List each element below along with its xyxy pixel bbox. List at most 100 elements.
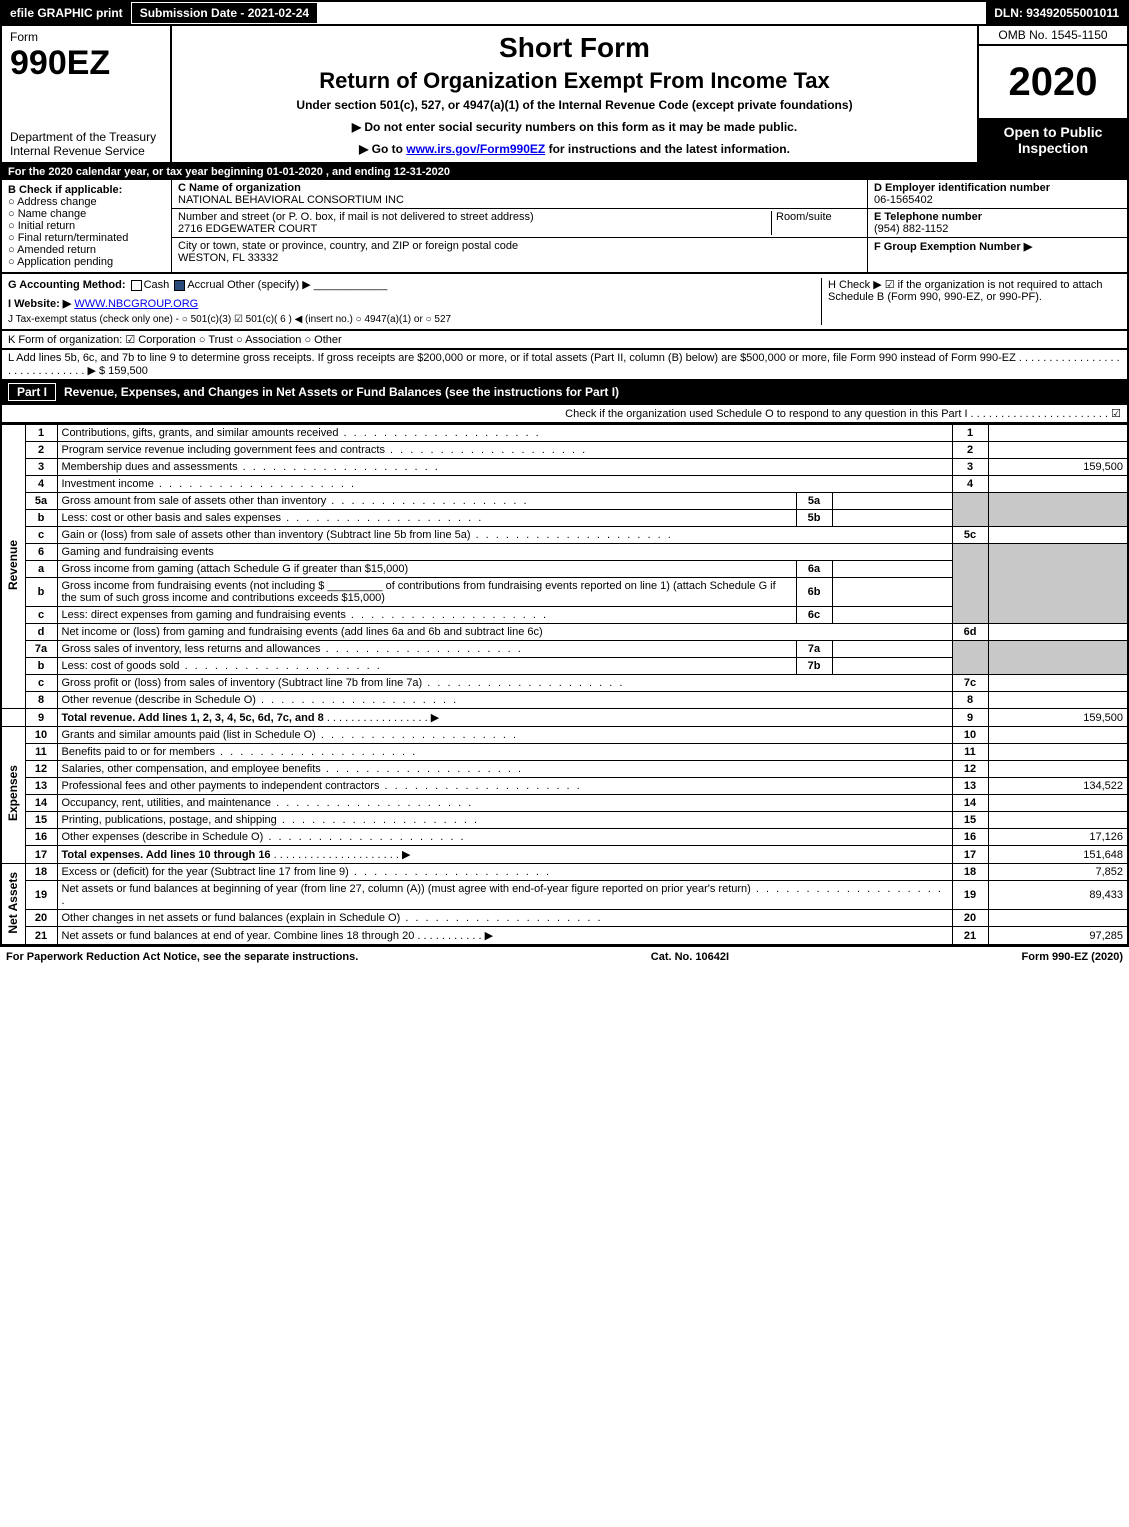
line-rnum: 12 (952, 761, 988, 778)
sub-val (832, 493, 952, 510)
sub-val (832, 578, 952, 607)
irs: Internal Revenue Service (10, 144, 162, 158)
line-num: b (25, 658, 57, 675)
g-cash-label: Cash (144, 279, 170, 291)
line-desc: Net assets or fund balances at end of ye… (57, 927, 952, 946)
line-num: 4 (25, 476, 57, 493)
line-rnum: 5c (952, 527, 988, 544)
line-num: 17 (25, 846, 57, 864)
line-val (988, 744, 1128, 761)
arrow-icon: ▶ (431, 712, 439, 724)
sub-num: 6b (796, 578, 832, 607)
goto-pre: ▶ Go to (359, 142, 406, 156)
open-inspection: Open to Public Inspection (979, 118, 1127, 162)
line-desc: Membership dues and assessments (57, 459, 952, 476)
telephone: (954) 882-1152 (874, 223, 1121, 235)
line-num: 12 (25, 761, 57, 778)
sub-num: 5b (796, 510, 832, 527)
line-desc: Gross sales of inventory, less returns a… (57, 641, 796, 658)
omb-no: OMB No. 1545-1150 (979, 26, 1127, 46)
g-other-label: Other (specify) ▶ (227, 279, 311, 291)
b-item[interactable]: Amended return (8, 244, 165, 256)
lines-g-h-i-j: G Accounting Method: Cash Accrual Other … (0, 274, 1129, 331)
line-rnum: 8 (952, 692, 988, 709)
efile-print[interactable]: efile GRAPHIC print (2, 2, 131, 24)
sub-val (832, 641, 952, 658)
line-c: C Name of organization NATIONAL BEHAVIOR… (172, 180, 867, 272)
g-cash-checkbox[interactable] (131, 280, 142, 291)
form-goto: ▶ Go to www.irs.gov/Form990EZ for instru… (184, 142, 965, 156)
line-num: 15 (25, 812, 57, 829)
goto-post: for instructions and the latest informat… (545, 142, 790, 156)
part-1-label: Part I (8, 383, 56, 401)
line-num: b (25, 578, 57, 607)
org-street: 2716 EDGEWATER COURT (178, 223, 771, 235)
i-label: I Website: ▶ (8, 298, 71, 310)
shade-cell (988, 493, 1128, 527)
line-desc: Gross amount from sale of assets other t… (57, 493, 796, 510)
line-desc: Gross income from fundraising events (no… (57, 578, 796, 607)
line-val (988, 692, 1128, 709)
ein: 06-1565402 (874, 194, 1121, 206)
page-footer: For Paperwork Reduction Act Notice, see … (0, 946, 1129, 967)
line-k: K Form of organization: ☑ Corporation ○ … (0, 331, 1129, 350)
line-rnum: 2 (952, 442, 988, 459)
website-link[interactable]: WWW.NBCGROUP.ORG (74, 298, 198, 310)
b-item[interactable]: Name change (8, 208, 165, 220)
line-rnum: 14 (952, 795, 988, 812)
net-assets-sidebar: Net Assets (1, 864, 25, 946)
line-rnum: 1 (952, 425, 988, 442)
line-val (988, 425, 1128, 442)
line-num: 2 (25, 442, 57, 459)
line-val: 7,852 (988, 864, 1128, 881)
line-desc: Gross profit or (loss) from sales of inv… (57, 675, 952, 692)
b-item[interactable]: Application pending (8, 256, 165, 268)
line-desc: Other expenses (describe in Schedule O) (57, 829, 952, 846)
b-item[interactable]: Address change (8, 196, 165, 208)
line-desc: Benefits paid to or for members (57, 744, 952, 761)
line-num: b (25, 510, 57, 527)
line-num: 19 (25, 881, 57, 910)
shade-cell (952, 493, 988, 527)
line-desc: Less: cost of goods sold (57, 658, 796, 675)
form-number: 990EZ (10, 44, 162, 83)
line-desc: Gain or (loss) from sale of assets other… (57, 527, 952, 544)
line-val: 159,500 (988, 459, 1128, 476)
shade-cell (952, 641, 988, 675)
line-val: 89,433 (988, 881, 1128, 910)
g-accrual-checkbox[interactable] (174, 280, 185, 291)
line-d-e-f: D Employer identification number 06-1565… (867, 180, 1127, 272)
line-val (988, 527, 1128, 544)
line-desc: Gaming and fundraising events (57, 544, 952, 561)
line-num: c (25, 607, 57, 624)
shade-cell (988, 641, 1128, 675)
line-desc: Net income or (loss) from gaming and fun… (57, 624, 952, 641)
line-desc: Grants and similar amounts paid (list in… (57, 727, 952, 744)
line-val: 17,126 (988, 829, 1128, 846)
sub-num: 6a (796, 561, 832, 578)
line-val (988, 761, 1128, 778)
sub-num: 7a (796, 641, 832, 658)
footer-mid: Cat. No. 10642I (651, 951, 729, 963)
line-h: H Check ▶ ☑ if the organization is not r… (821, 278, 1121, 325)
irs-link[interactable]: www.irs.gov/Form990EZ (406, 142, 545, 156)
line-num: 10 (25, 727, 57, 744)
line-num: a (25, 561, 57, 578)
line-desc: Net assets or fund balances at beginning… (57, 881, 952, 910)
sub-num: 6c (796, 607, 832, 624)
line-j: J Tax-exempt status (check only one) - ○… (8, 314, 821, 325)
b-item[interactable]: Final return/terminated (8, 232, 165, 244)
line-desc: Investment income (57, 476, 952, 493)
arrow-icon: ▶ (402, 849, 410, 861)
line-num: 6 (25, 544, 57, 561)
line-rnum: 7c (952, 675, 988, 692)
part-1-table: Revenue 1 Contributions, gifts, grants, … (0, 424, 1129, 946)
form-warn: ▶ Do not enter social security numbers o… (184, 120, 965, 134)
expenses-sidebar: Expenses (1, 727, 25, 864)
line-rnum: 9 (952, 709, 988, 727)
dln: DLN: 93492055001011 (986, 2, 1127, 24)
revenue-sidebar-end (1, 709, 25, 727)
line-num: 14 (25, 795, 57, 812)
b-item[interactable]: Initial return (8, 220, 165, 232)
part-1-title: Revenue, Expenses, and Changes in Net As… (64, 385, 619, 399)
